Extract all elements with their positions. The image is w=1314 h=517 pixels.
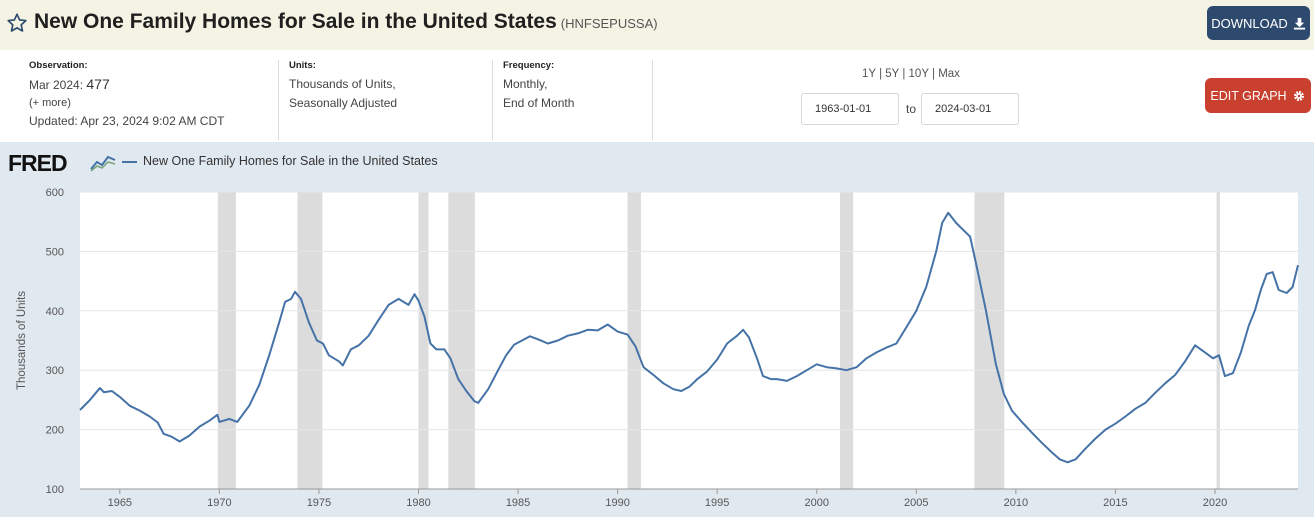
x-tick-label: 1995 <box>705 497 729 509</box>
y-axis-label: Thousands of Units <box>16 291 28 390</box>
x-tick-label: 1975 <box>307 497 331 509</box>
chart-area: FRED New One Family Homes for Sale in th… <box>0 142 1314 517</box>
x-tick-label: 1965 <box>108 497 132 509</box>
observation-block: Observation: Mar 2024: 477 (+ more) Upda… <box>29 60 224 131</box>
range-selector: 1Y | 5Y | 10Y | Max <box>862 68 960 80</box>
gear-icon <box>1293 90 1304 101</box>
observation-row: Mar 2024: 477 <box>29 75 224 95</box>
page-title: New One Family Homes for Sale in the Uni… <box>34 10 658 34</box>
start-date-input[interactable]: 1963-01-01 <box>801 93 899 125</box>
recession-band <box>840 192 854 489</box>
x-tick-label: 1990 <box>605 497 629 509</box>
more-link[interactable]: (+ more) <box>29 97 71 109</box>
divider <box>278 60 279 140</box>
observation-period: Mar 2024: <box>29 78 84 92</box>
x-tick-label: 1985 <box>506 497 530 509</box>
end-date-input[interactable]: 2024-03-01 <box>921 93 1019 125</box>
x-tick-label: 2010 <box>1004 497 1028 509</box>
updated-text: Updated: Apr 23, 2024 9:02 AM CDT <box>29 114 225 128</box>
recession-band <box>974 192 1005 489</box>
star-favorite-icon[interactable] <box>6 12 28 34</box>
observation-label: Observation: <box>29 60 88 71</box>
range-sep: | <box>932 68 935 80</box>
series-line <box>79 211 1299 464</box>
frequency-label: Frequency: <box>503 60 555 71</box>
download-button[interactable]: DOWNLOAD <box>1207 6 1310 40</box>
y-tick-label: 100 <box>46 484 64 496</box>
recession-band <box>418 192 429 489</box>
units-line2: Seasonally Adjusted <box>289 96 398 110</box>
edit-graph-button[interactable]: EDIT GRAPH <box>1205 78 1311 113</box>
title-bar: New One Family Homes for Sale in the Uni… <box>0 0 1314 50</box>
edit-graph-label: EDIT GRAPH <box>1210 88 1287 103</box>
range-max[interactable]: Max <box>938 68 960 80</box>
fred-logo-icon <box>90 152 116 172</box>
x-tick-label: 1980 <box>406 497 430 509</box>
units-label: Units: <box>289 60 316 71</box>
recession-band <box>627 192 641 489</box>
line-chart[interactable]: 100 200 300 400 500 600 1965 1970 1975 1980 1985 19… <box>0 142 1314 517</box>
y-tick-label: 200 <box>46 425 64 437</box>
range-sep: | <box>902 68 906 80</box>
range-1y[interactable]: 1Y <box>862 68 876 80</box>
frequency-block: Frequency: Monthly, End of Month <box>503 60 574 113</box>
recession-band <box>217 192 236 489</box>
plot-background <box>80 192 1298 489</box>
y-tick-label: 400 <box>46 306 64 318</box>
divider <box>652 60 653 140</box>
to-label: to <box>906 102 917 116</box>
recession-band <box>448 192 475 489</box>
series-title: New One Family Homes for Sale in the Uni… <box>34 10 557 33</box>
x-tick-label: 2015 <box>1103 497 1127 509</box>
range-10y[interactable]: 10Y <box>908 68 929 80</box>
x-tick-label: 1970 <box>207 497 231 509</box>
download-label: DOWNLOAD <box>1211 15 1288 31</box>
x-tick-label: 2000 <box>804 497 828 509</box>
units-block: Units: Thousands of Units, Seasonally Ad… <box>289 60 397 113</box>
frequency-line2: End of Month <box>503 96 575 110</box>
units-line1: Thousands of Units, <box>289 77 396 91</box>
legend-swatch <box>122 161 137 163</box>
y-tick-label: 300 <box>46 365 64 377</box>
recession-band <box>1216 192 1220 489</box>
frequency-line1: Monthly, <box>503 77 548 91</box>
range-5y[interactable]: 5Y <box>885 68 900 80</box>
range-sep: | <box>879 68 883 80</box>
series-id: (HNFSEPUSSA) <box>560 16 658 31</box>
download-icon <box>1293 17 1305 30</box>
x-tick-label: 2005 <box>904 497 928 509</box>
legend-label: New One Family Homes for Sale in the Uni… <box>143 154 438 168</box>
divider <box>492 60 493 140</box>
y-tick-label: 600 <box>46 187 64 199</box>
x-tick-label: 2020 <box>1203 497 1227 509</box>
observation-value: 477 <box>86 76 110 92</box>
fred-logo: FRED <box>8 150 68 176</box>
y-tick-label: 500 <box>46 246 64 258</box>
